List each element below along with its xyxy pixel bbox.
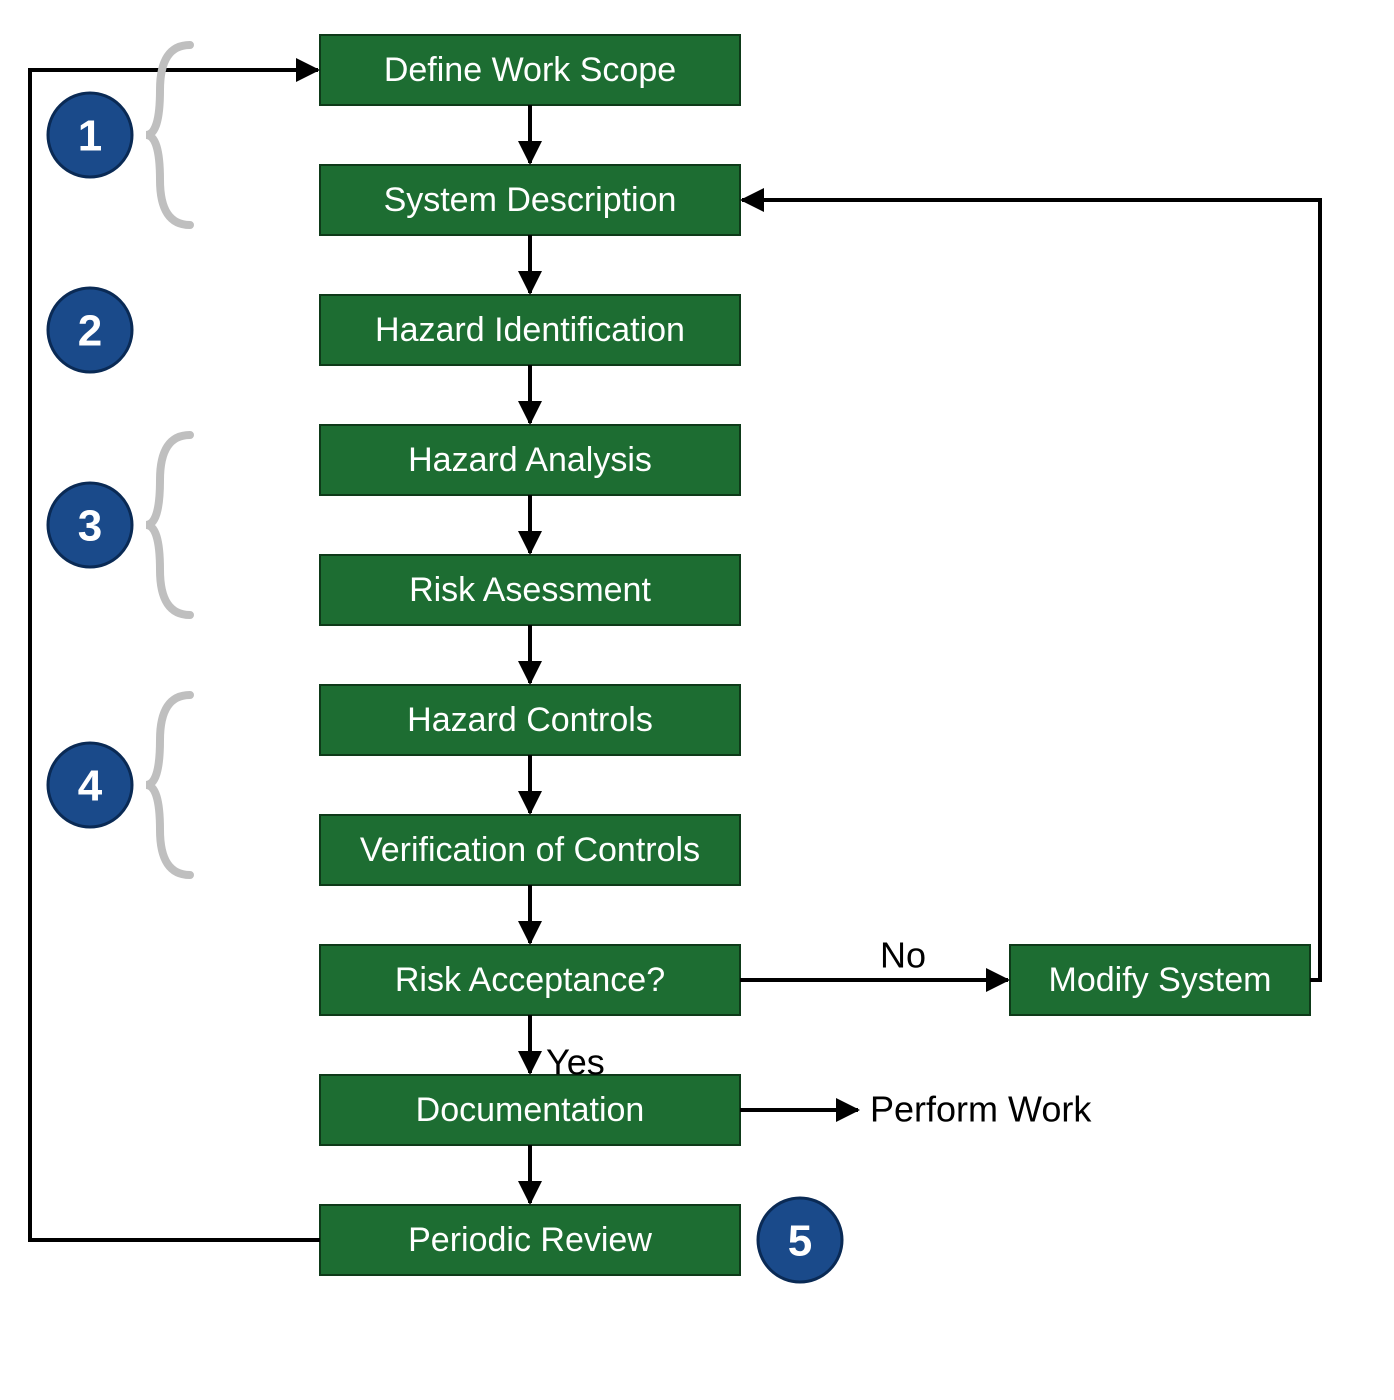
- flow-box-verify_ctrl: Verification of Controls: [320, 815, 740, 885]
- step-badge-number: 5: [788, 1217, 812, 1266]
- flow-box-periodic_review: Periodic Review: [320, 1205, 740, 1275]
- brace-3: [146, 695, 190, 875]
- flow-box-system_desc: System Description: [320, 165, 740, 235]
- flow-box-label: Verification of Controls: [360, 831, 700, 869]
- flow-box-risk_accept: Risk Acceptance?: [320, 945, 740, 1015]
- step-badge-5: 5: [758, 1198, 842, 1282]
- label-no: No: [880, 935, 926, 976]
- flow-box-label: Risk Acceptance?: [395, 961, 665, 999]
- step-badge-number: 4: [78, 762, 103, 811]
- label-yes: Yes: [546, 1042, 605, 1083]
- flow-box-hazard_ctrl: Hazard Controls: [320, 685, 740, 755]
- flow-box-hazard_id: Hazard Identification: [320, 295, 740, 365]
- flow-box-label: Risk Asessment: [409, 571, 651, 609]
- arrow-review-loop: [30, 70, 320, 1240]
- brace-2: [146, 435, 190, 615]
- flow-box-risk_assess: Risk Asessment: [320, 555, 740, 625]
- flow-box-define_scope: Define Work Scope: [320, 35, 740, 105]
- step-badge-2: 2: [48, 288, 132, 372]
- step-badge-number: 3: [78, 502, 102, 551]
- flow-box-modify-system: Modify System: [1010, 945, 1310, 1015]
- flow-box-label: Hazard Analysis: [408, 441, 652, 479]
- flow-box-label: Define Work Scope: [384, 51, 676, 89]
- step-badge-1: 1: [48, 93, 132, 177]
- flow-box-label: System Description: [384, 181, 677, 219]
- step-badge-number: 1: [78, 112, 102, 161]
- flow-box-label: Hazard Identification: [375, 311, 685, 349]
- step-badge-number: 2: [78, 307, 102, 356]
- flow-box-label: Documentation: [416, 1091, 645, 1129]
- step-badge-4: 4: [48, 743, 132, 827]
- label-perform-work: Perform Work: [870, 1089, 1092, 1130]
- flow-box-hazard_analysis: Hazard Analysis: [320, 425, 740, 495]
- flow-box-label: Periodic Review: [408, 1221, 652, 1259]
- flow-box-label: Modify System: [1049, 961, 1272, 999]
- flow-box-label: Hazard Controls: [407, 701, 653, 739]
- step-badge-3: 3: [48, 483, 132, 567]
- arrow-modify-feedback: [742, 200, 1320, 980]
- flow-box-documentation: Documentation: [320, 1075, 740, 1145]
